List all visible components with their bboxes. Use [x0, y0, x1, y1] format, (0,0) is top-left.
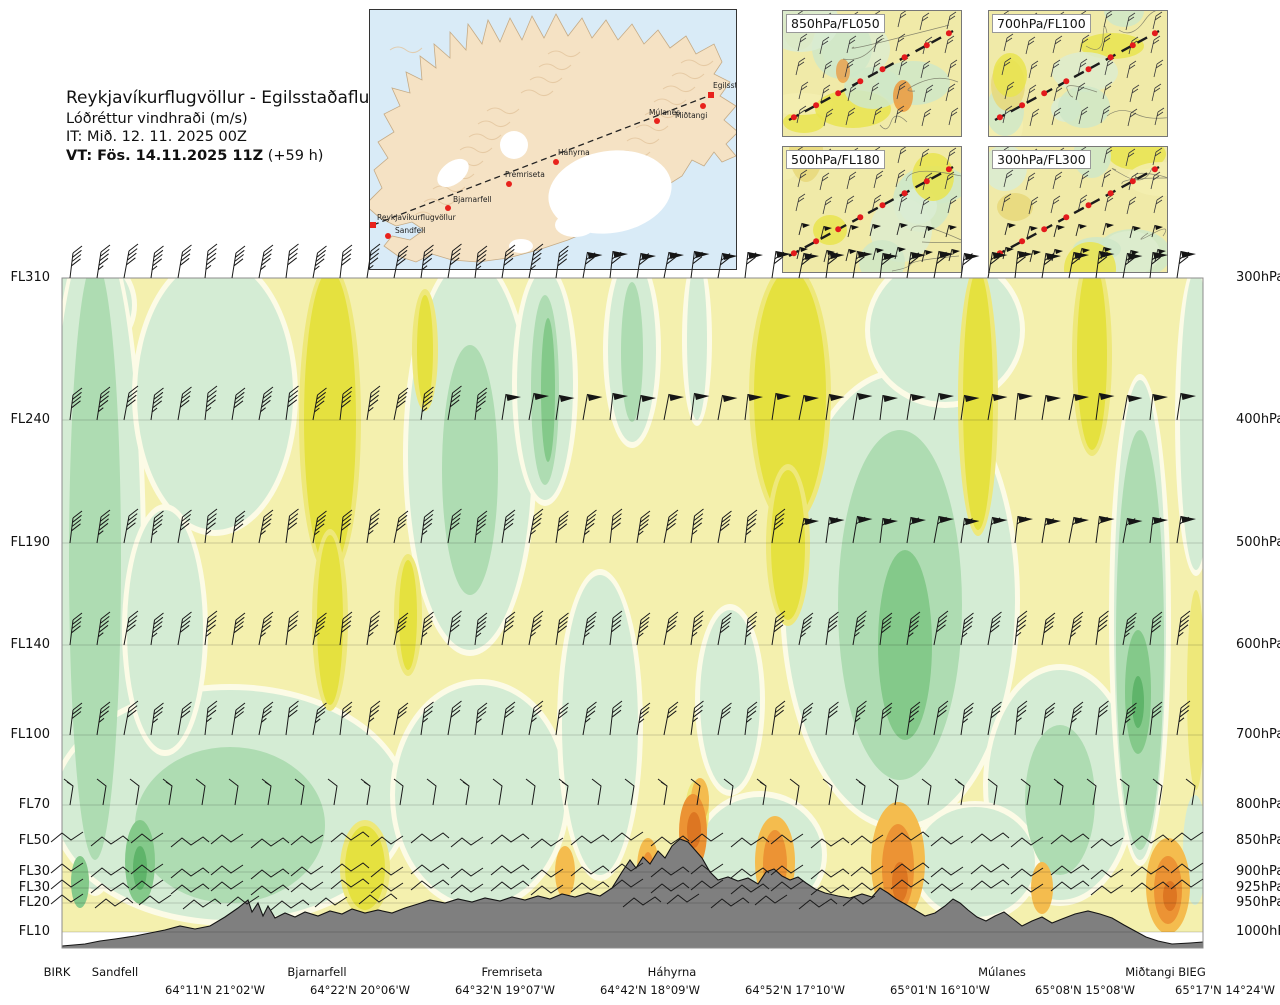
pressure-level-label: 925hPa	[1236, 880, 1280, 895]
level-panel-850hpa: 850hPa/FL050	[763, 0, 962, 137]
svg-text:Reykjavíkurflugvöllur: Reykjavíkurflugvöllur	[377, 213, 457, 222]
pressure-level-label: 600hPa	[1236, 637, 1280, 652]
station-coord-label: 64°42'N 18°09'W	[600, 983, 700, 997]
svg-text:Miðtangi: Miðtangi	[675, 111, 707, 120]
flight-level-label: FL20	[18, 895, 50, 910]
station-coord-label: 64°52'N 17°10'W	[745, 983, 845, 997]
flight-level-label: FL100	[10, 727, 50, 742]
page-title: Reykjavíkurflugvöllur - Egilsstaðaflugvö…	[66, 88, 428, 108]
svg-text:Bjarnarfell: Bjarnarfell	[453, 195, 492, 204]
station-name-label: Sandfell	[91, 965, 139, 979]
pressure-level-label: 900hPa	[1236, 864, 1280, 879]
station-coord-label: 64°11'N 21°02'W	[165, 983, 265, 997]
pressure-level-label: 950hPa	[1236, 895, 1280, 910]
pressure-level-label: 400hPa	[1236, 412, 1280, 427]
pressure-level-label: 850hPa	[1236, 833, 1280, 848]
pressure-level-label: 500hPa	[1236, 535, 1280, 550]
valid-time-bold: VT: Fös. 14.11.2025 11Z	[66, 147, 264, 164]
level-panel-label: 500hPa/FL180	[786, 150, 885, 169]
level-panel-300hpa: 300hPa/FL300	[983, 134, 1195, 296]
station-name-label: BIRK	[43, 965, 71, 979]
station-coord-label: 65°01'N 16°10'W	[890, 983, 990, 997]
flight-level-label: FL30	[18, 864, 50, 879]
flight-level-label: FL140	[10, 637, 50, 652]
pressure-level-label: 800hPa	[1236, 797, 1280, 812]
flight-level-label: FL50	[18, 833, 50, 848]
flight-level-label: FL190	[10, 535, 50, 550]
level-panel-label: 300hPa/FL300	[992, 150, 1091, 169]
level-panel-700hpa: 700hPa/FL100	[975, 0, 1184, 153]
station-coord-label: 65°17'N 14°24'W	[1175, 983, 1275, 997]
init-time-line: IT: Mið. 12. 11. 2025 00Z	[66, 129, 247, 146]
flight-level-label: FL310	[10, 270, 50, 285]
svg-text:Háhyrna: Háhyrna	[558, 148, 590, 157]
level-panel-500hpa: 500hPa/FL180	[769, 120, 998, 284]
station-name-label: Háhyrna	[647, 965, 697, 979]
level-panel-label: 700hPa/FL100	[992, 14, 1091, 33]
svg-text:Sandfell: Sandfell	[395, 226, 425, 235]
title-block: Reykjavíkurflugvöllur - Egilsstaðaflugvö…	[66, 88, 428, 165]
station-name-label: Múlanes	[978, 965, 1026, 979]
pressure-level-label: 1000hPa	[1236, 924, 1280, 939]
svg-text:Múlanes: Múlanes	[649, 108, 680, 117]
route-overview-map: Reykjavíkurflugvöllur Sandfell Bjarnarfell…	[364, 9, 742, 270]
pressure-level-label: 300hPa	[1236, 270, 1280, 285]
valid-time-line: VT: Fös. 14.11.2025 11Z (+59 h)	[66, 147, 428, 166]
station-coord-label: 65°08'N 15°08'W	[1035, 983, 1135, 997]
level-panel-label: 850hPa/FL050	[786, 14, 885, 33]
svg-text:Egilssta: Egilssta	[713, 81, 736, 90]
station-name-label: Miðtangi	[1125, 965, 1175, 979]
valid-time-offset: (+59 h)	[263, 147, 324, 164]
station-name-label: BIEG	[1178, 965, 1206, 979]
flight-level-label: FL240	[10, 412, 50, 427]
variable-subtitle: Lóðréttur vindhraði (m/s)	[66, 110, 248, 127]
station-name-label: Bjarnarfell	[287, 965, 347, 979]
station-coord-label: 64°32'N 19°07'W	[455, 983, 555, 997]
flight-level-label: FL30	[18, 880, 50, 895]
pressure-level-label: 700hPa	[1236, 727, 1280, 742]
flight-level-label: FL70	[18, 797, 50, 812]
iceland-map: Reykjavíkurflugvöllur Sandfell Bjarnarfell…	[364, 10, 742, 269]
station-coord-label: 64°22'N 20°06'W	[310, 983, 410, 997]
station-name-label: Fremriseta	[481, 965, 543, 979]
flight-level-label: FL10	[18, 924, 50, 939]
svg-text:Fremriseta: Fremriseta	[505, 170, 545, 179]
